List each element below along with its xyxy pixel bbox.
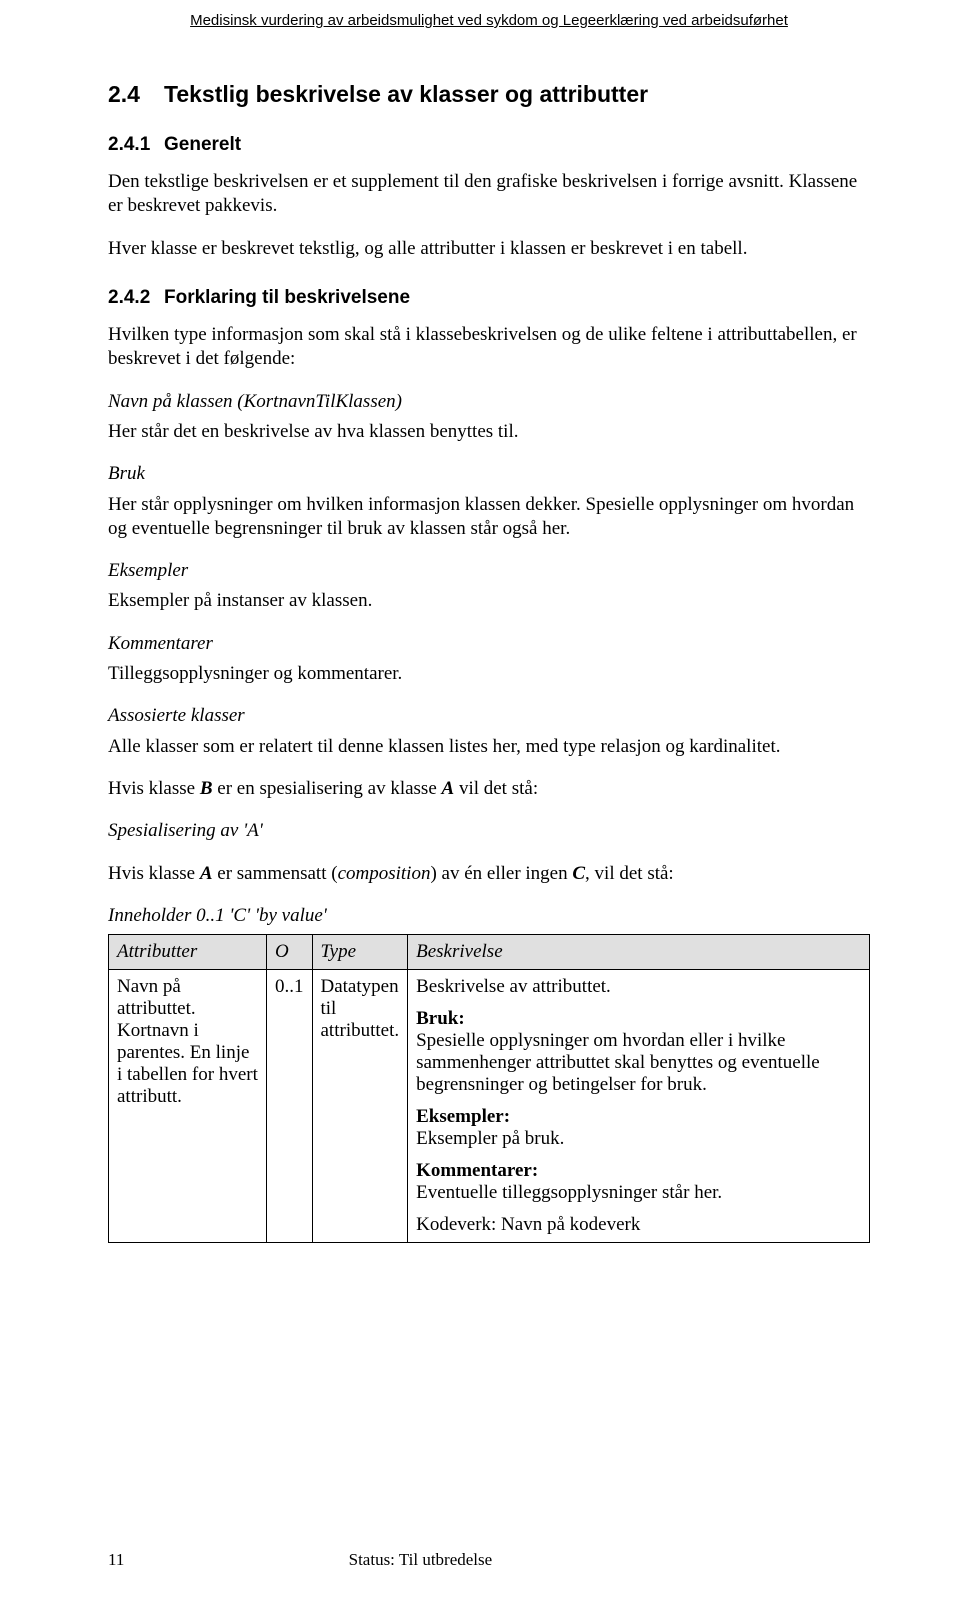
desc-bruk-label: Bruk:: [416, 1008, 861, 1030]
assosierte-label: Assosierte klasser: [108, 704, 870, 728]
page-number: 11: [108, 1550, 124, 1570]
spesialisering-intro: Hvis klasse B er en spesialisering av kl…: [108, 777, 870, 801]
table-row: Navn på attributtet. Kortnavn i parentes…: [109, 970, 870, 1243]
section-heading: 2.4Tekstlig beskrivelse av klasser og at…: [108, 81, 870, 108]
subsection-1-heading: 2.4.1Generelt: [108, 134, 870, 156]
desc-eksempler-text: Eksempler på bruk.: [416, 1128, 861, 1150]
sub1-p2: Hver klasse er beskrevet tekstlig, og al…: [108, 237, 870, 261]
desc-eksempler-label: Eksempler:: [416, 1106, 861, 1128]
composition-line: Inneholder 0..1 'C' 'by value': [108, 904, 870, 928]
cell-attr: Navn på attributtet. Kortnavn i parentes…: [109, 970, 267, 1243]
spesialisering-line: Spesialisering av 'A': [108, 819, 870, 843]
desc-kommentarer-label: Kommentarer:: [416, 1160, 861, 1182]
footer-status: Status: Til utbredelse: [349, 1550, 493, 1570]
subsection-1-title: Generelt: [164, 134, 241, 155]
cell-beskrivelse: Beskrivelse av attributtet. Bruk: Spesie…: [408, 970, 870, 1243]
cell-o: 0..1: [267, 970, 313, 1243]
subsection-1-number: 2.4.1: [108, 134, 164, 156]
section-number: 2.4: [108, 81, 164, 108]
navn-label: Navn på klassen (KortnavnTilKlassen): [108, 390, 870, 414]
navn-text: Her står det en beskrivelse av hva klass…: [108, 420, 870, 444]
th-beskrivelse: Beskrivelse: [408, 935, 870, 970]
th-attributter: Attributter: [109, 935, 267, 970]
page-header: Medisinsk vurdering av arbeidsmulighet v…: [108, 12, 870, 33]
page-footer: 11 Status: Til utbredelse: [108, 1550, 870, 1570]
sub1-p1: Den tekstlige beskrivelsen er et supplem…: [108, 170, 870, 219]
section-title: Tekstlig beskrivelse av klasser og attri…: [164, 81, 648, 107]
desc-bruk-text: Spesielle opplysninger om hvordan eller …: [416, 1030, 861, 1096]
eksempler-text: Eksempler på instanser av klassen.: [108, 589, 870, 613]
subsection-2-heading: 2.4.2Forklaring til beskrivelsene: [108, 287, 870, 309]
cell-type: Datatypen til attributtet.: [312, 970, 408, 1243]
attribute-table: Attributter O Type Beskrivelse Navn på a…: [108, 934, 870, 1243]
th-o: O: [267, 935, 313, 970]
desc-kodeverk: Kodeverk: Navn på kodeverk: [416, 1214, 861, 1236]
composition-intro: Hvis klasse A er sammensatt (composition…: [108, 862, 870, 886]
kommentarer-label: Kommentarer: [108, 632, 870, 656]
th-type: Type: [312, 935, 408, 970]
kommentarer-text: Tilleggsopplysninger og kommentarer.: [108, 662, 870, 686]
eksempler-label: Eksempler: [108, 559, 870, 583]
table-header-row: Attributter O Type Beskrivelse: [109, 935, 870, 970]
assosierte-text: Alle klasser som er relatert til denne k…: [108, 735, 870, 759]
subsection-2-number: 2.4.2: [108, 287, 164, 309]
sub2-intro: Hvilken type informasjon som skal stå i …: [108, 323, 870, 372]
desc-kommentarer-text: Eventuelle tilleggsopplysninger står her…: [416, 1182, 861, 1204]
desc-line: Beskrivelse av attributtet.: [416, 976, 861, 998]
bruk-text: Her står opplysninger om hvilken informa…: [108, 493, 870, 542]
subsection-2-title: Forklaring til beskrivelsene: [164, 287, 410, 308]
bruk-label: Bruk: [108, 462, 870, 486]
